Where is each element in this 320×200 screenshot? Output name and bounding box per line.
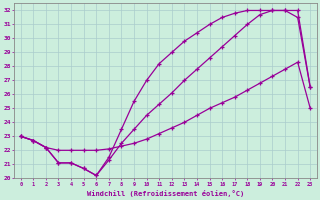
X-axis label: Windchill (Refroidissement éolien,°C): Windchill (Refroidissement éolien,°C) [87, 190, 244, 197]
